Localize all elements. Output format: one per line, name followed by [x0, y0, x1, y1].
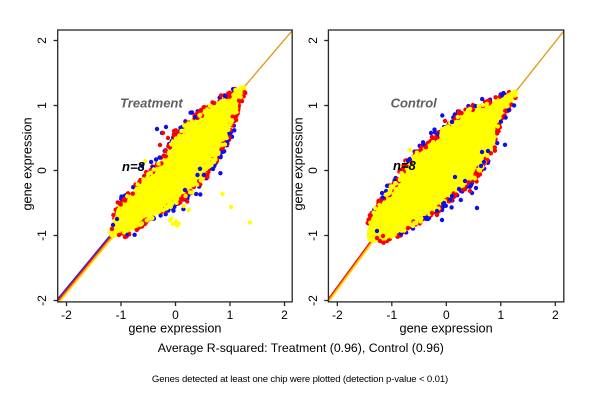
svg-text:2: 2: [35, 37, 49, 44]
svg-text:0: 0: [306, 167, 320, 174]
svg-text:0: 0: [443, 308, 450, 322]
svg-text:-2: -2: [61, 308, 72, 322]
svg-text:1: 1: [35, 102, 49, 109]
svg-text:Treatment: Treatment: [120, 96, 183, 111]
svg-text:-1: -1: [116, 308, 127, 322]
svg-text:n=8: n=8: [122, 159, 146, 174]
svg-text:1: 1: [227, 308, 234, 322]
svg-text:gene expression: gene expression: [291, 117, 305, 210]
svg-text:-1: -1: [306, 230, 320, 241]
svg-text:-1: -1: [35, 230, 49, 241]
svg-text:n=8: n=8: [393, 158, 417, 173]
svg-text:-1: -1: [386, 308, 397, 322]
svg-text:0: 0: [172, 308, 179, 322]
svg-text:1: 1: [497, 308, 504, 322]
svg-text:2: 2: [552, 308, 559, 322]
svg-text:Average R-squared: Treatment (: Average R-squared: Treatment (0.96), Con…: [158, 341, 444, 355]
svg-text:-2: -2: [35, 295, 49, 306]
svg-text:0: 0: [35, 167, 49, 174]
svg-text:gene expression: gene expression: [128, 322, 221, 336]
svg-text:gene expression: gene expression: [21, 117, 35, 210]
svg-text:-2: -2: [306, 295, 320, 306]
svg-text:2: 2: [281, 308, 288, 322]
svg-text:-2: -2: [332, 308, 343, 322]
svg-text:Control: Control: [391, 96, 438, 111]
svg-text:1: 1: [306, 102, 320, 109]
svg-text:Genes detected at least one ch: Genes detected at least one chip were pl…: [152, 374, 448, 385]
svg-text:2: 2: [306, 37, 320, 44]
svg-text:gene expression: gene expression: [400, 322, 493, 336]
